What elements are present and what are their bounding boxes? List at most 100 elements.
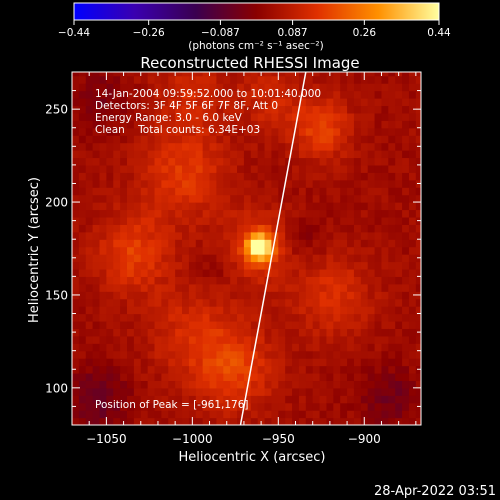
heatmap-cell bbox=[154, 75, 162, 84]
heatmap-cell bbox=[367, 402, 376, 411]
heatmap-cell bbox=[85, 164, 94, 173]
heatmap-cell bbox=[395, 254, 403, 263]
heatmap-cell bbox=[333, 372, 341, 382]
heatmap-cell bbox=[333, 343, 341, 352]
heatmap-cell bbox=[188, 83, 197, 92]
heatmap-cell bbox=[285, 358, 293, 367]
heatmap-cell bbox=[147, 231, 156, 240]
heatmap-cell bbox=[395, 142, 403, 151]
heatmap-cell bbox=[353, 224, 362, 233]
heatmap-cell bbox=[326, 150, 334, 159]
heatmap-cell bbox=[367, 72, 376, 77]
heatmap-cell bbox=[271, 164, 279, 173]
heatmap-cell bbox=[278, 350, 286, 359]
heatmap-cell bbox=[353, 135, 362, 144]
heatmap-cell bbox=[168, 306, 176, 315]
heatmap-cell bbox=[120, 224, 128, 233]
heatmap-cell bbox=[120, 246, 128, 255]
heatmap-cell bbox=[278, 112, 286, 121]
heatmap-cell bbox=[360, 83, 369, 92]
heatmap-cell bbox=[285, 372, 293, 382]
heatmap-cell bbox=[388, 343, 396, 352]
heatmap-cell bbox=[298, 202, 307, 211]
heatmap-cell bbox=[182, 224, 190, 233]
heatmap-cell bbox=[120, 254, 128, 263]
heatmap-cell bbox=[340, 98, 348, 107]
heatmap-cell bbox=[257, 261, 266, 270]
heatmap-cell bbox=[168, 224, 176, 233]
heatmap-cell bbox=[182, 105, 190, 114]
heatmap-cell bbox=[381, 417, 389, 425]
heatmap-cell bbox=[106, 224, 114, 233]
heatmap-cell bbox=[312, 172, 321, 181]
heatmap-cell bbox=[147, 335, 156, 344]
heatmap-cell bbox=[237, 372, 245, 382]
heatmap-cell bbox=[154, 291, 162, 300]
heatmap-cell bbox=[340, 291, 348, 300]
heatmap-cell bbox=[230, 194, 238, 203]
heatmap-cell bbox=[216, 328, 224, 337]
heatmap-cell bbox=[347, 164, 355, 173]
heatmap-cell bbox=[388, 150, 396, 159]
colorbar-ticks: −0.44 −0.26 −0.087 0.087 0.26 0.44 bbox=[58, 20, 451, 39]
heatmap-cell bbox=[257, 105, 266, 114]
heatmap-cell bbox=[298, 135, 307, 144]
heatmap-cell bbox=[395, 194, 403, 203]
heatmap-cell bbox=[415, 202, 421, 211]
heatmap-cell bbox=[243, 142, 252, 151]
heatmap-cell bbox=[333, 320, 341, 329]
heatmap-cell bbox=[216, 75, 224, 84]
heatmap-cell bbox=[333, 261, 341, 270]
heatmap-cell bbox=[147, 313, 156, 322]
heatmap-cell bbox=[85, 135, 94, 144]
heatmap-cell bbox=[85, 276, 94, 285]
heatmap-cell bbox=[312, 135, 321, 144]
heatmap-cell bbox=[264, 120, 273, 129]
heatmap-cell bbox=[147, 291, 156, 300]
heatmap-cell bbox=[161, 291, 169, 300]
heatmap-cell bbox=[264, 313, 273, 322]
heatmap-cell bbox=[353, 365, 362, 374]
heatmap-cell bbox=[175, 164, 183, 173]
heatmap-cell bbox=[195, 202, 204, 211]
heatmap-cell bbox=[271, 202, 279, 211]
heatmap-cell bbox=[120, 105, 128, 114]
heatmap-cell bbox=[92, 372, 101, 382]
heatmap-cell bbox=[395, 105, 403, 114]
heatmap-cell bbox=[243, 224, 252, 233]
heatmap-cell bbox=[72, 358, 80, 367]
heatmap-cell bbox=[85, 142, 94, 151]
heatmap-cell bbox=[127, 328, 135, 337]
heatmap-cell bbox=[195, 90, 204, 99]
heatmap-cell bbox=[230, 313, 238, 322]
heatmap-cell bbox=[298, 410, 307, 419]
heatmap-cell bbox=[85, 298, 94, 307]
heatmap-cell bbox=[92, 127, 101, 136]
heatmap-cell bbox=[292, 224, 300, 233]
heatmap-cell bbox=[388, 172, 396, 181]
heatmap-cell bbox=[182, 313, 190, 322]
heatmap-cell bbox=[209, 83, 218, 92]
heatmap-cell bbox=[381, 72, 389, 77]
heatmap-cell bbox=[168, 231, 176, 240]
heatmap-cell bbox=[188, 395, 197, 404]
heatmap-cell bbox=[305, 380, 314, 389]
heatmap-cell bbox=[367, 239, 376, 248]
heatmap-cell bbox=[188, 127, 197, 136]
heatmap-cell bbox=[257, 209, 266, 218]
heatmap-cell bbox=[340, 231, 348, 240]
heatmap-cell bbox=[285, 306, 293, 315]
heatmap-cell bbox=[140, 75, 149, 84]
heatmap-cell bbox=[340, 402, 348, 411]
heatmap-cell bbox=[216, 350, 224, 359]
heatmap-cell bbox=[140, 417, 149, 425]
heatmap-cell bbox=[182, 231, 190, 240]
heatmap-cell bbox=[106, 142, 114, 151]
heatmap-cell bbox=[381, 335, 389, 344]
heatmap-cell bbox=[353, 268, 362, 277]
heatmap-cell bbox=[99, 372, 107, 382]
heatmap-cell bbox=[292, 291, 300, 300]
heatmap-cell bbox=[347, 83, 355, 92]
heatmap-cell bbox=[367, 291, 376, 300]
heatmap-cell bbox=[243, 231, 252, 240]
